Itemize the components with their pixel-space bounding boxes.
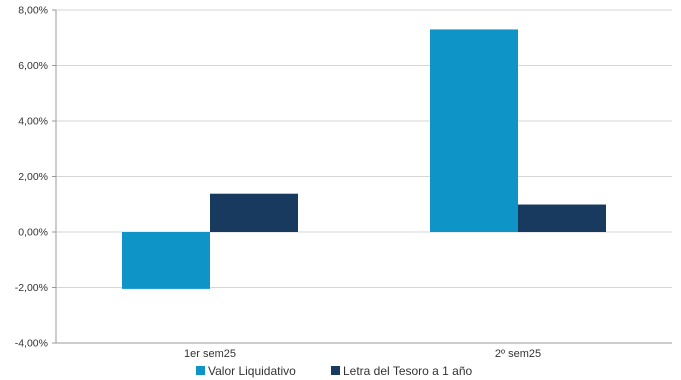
bar-2-2 — [518, 204, 606, 232]
bars — [122, 29, 606, 289]
legend: Valor Liquidativo Letra del Tesoro a 1 añ… — [196, 364, 473, 378]
y-tick-label: -4,00% — [15, 338, 48, 350]
gridlines — [56, 9, 672, 344]
x-axis-categories: 1er sem25 2º sem25 — [184, 348, 541, 360]
bar-1-2 — [430, 29, 518, 232]
axes — [55, 10, 672, 344]
legend-swatch — [196, 366, 205, 375]
legend-label: Valor Liquidativo — [208, 364, 296, 378]
legend-label: Letra del Tesoro a 1 año — [343, 364, 473, 378]
y-tick-label: 4,00% — [18, 116, 48, 128]
bar-1-1 — [122, 232, 210, 289]
y-tick-label: -2,00% — [15, 282, 48, 294]
x-category-label: 2º sem25 — [495, 348, 541, 360]
y-tick-label: 2,00% — [18, 171, 48, 183]
y-axis-ticks: 8,00% 6,00% 4,00% 2,00% 0,00% -2,00% -4,00% — [15, 5, 56, 350]
y-tick-label: 6,00% — [18, 60, 48, 72]
legend-swatch — [331, 366, 340, 375]
bar-2-1 — [210, 193, 298, 232]
x-category-label: 1er sem25 — [184, 348, 236, 360]
y-tick-label: 8,00% — [18, 5, 48, 17]
y-tick-label: 0,00% — [18, 227, 48, 239]
